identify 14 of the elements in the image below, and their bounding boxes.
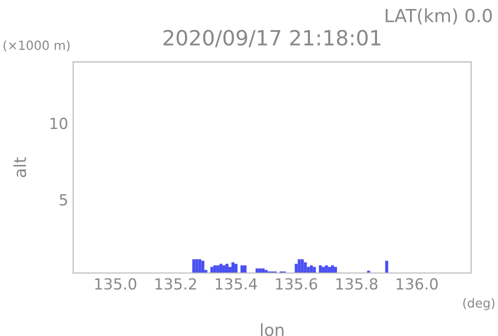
x-tick-label: 135.0 xyxy=(95,278,136,290)
x-axis-title: lon xyxy=(261,323,284,336)
x-tick-label: 136.0 xyxy=(396,278,438,290)
x-tick-label: 135.4 xyxy=(216,278,257,290)
x-tick-label: 135.6 xyxy=(276,278,318,290)
y-tick-label: 10 xyxy=(50,118,68,130)
x-tick-label: 135.2 xyxy=(156,278,196,290)
text: LAT(km) 0.0 xyxy=(386,8,492,24)
chart-title: 2020/09/17 21:18:01 xyxy=(164,30,380,48)
y-axis-title: alt xyxy=(13,157,26,178)
y-tick-label: 5 xyxy=(60,194,68,206)
text: (deg) xyxy=(463,298,494,310)
x-tick-label: 135.8 xyxy=(336,278,378,290)
text: (×1000 m) xyxy=(4,40,70,52)
